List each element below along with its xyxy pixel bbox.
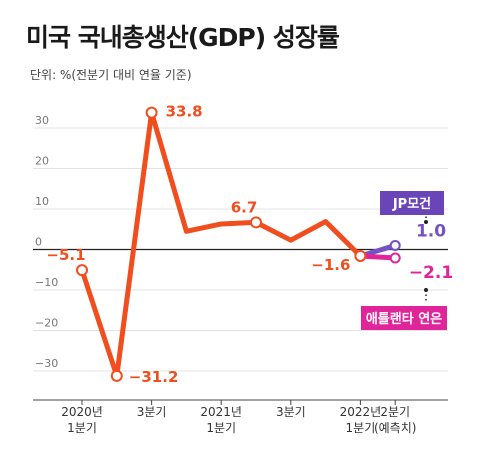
leader-dot [424, 288, 428, 292]
chart-title: 미국 국내총생산(GDP) 성장률 [26, 23, 340, 52]
x-tick-label: 1분기 [346, 421, 376, 435]
data-label: 33.8 [166, 103, 203, 121]
x-tick-label: 2020년 [61, 405, 103, 419]
leader-dot [424, 220, 428, 224]
forecast-point [389, 239, 401, 251]
data-point [110, 369, 123, 382]
x-tick-label: 1분기 [206, 421, 236, 435]
forecast-value-label: −2.1 [409, 263, 453, 283]
x-tick-label: 1분기 [67, 421, 97, 435]
x-tick-label: 3분기 [137, 405, 167, 419]
x-tick-label: 2021년 [200, 405, 242, 419]
y-tick-label: −10 [35, 276, 58, 289]
forecast-badge-label: 애틀랜타 연은 [366, 311, 442, 327]
y-tick-label: −30 [35, 357, 58, 370]
forecast-badge [361, 306, 447, 330]
data-point [354, 249, 367, 262]
forecast-point [389, 252, 401, 264]
y-tick-label: 0 [35, 236, 42, 249]
series-line [79, 110, 363, 379]
x-tick-label: 3분기 [276, 405, 306, 419]
y-tick-label: 20 [35, 155, 49, 168]
data-label: −1.6 [311, 256, 350, 274]
data-label: −5.1 [46, 246, 85, 264]
x-tick-label: (예측치) [374, 421, 416, 435]
data-point [76, 264, 88, 277]
x-tick-label: 2022년 [340, 405, 382, 419]
forecast-badge [380, 191, 444, 215]
forecast-value-label: 1.0 [416, 221, 446, 241]
unit-note: 단위: %(전분기 대비 연율 기준) [30, 68, 192, 82]
x-tick-label: 2분기 [380, 405, 410, 419]
y-tick-label: −20 [35, 317, 58, 330]
forecast-badge-label: JP모건 [392, 196, 431, 212]
data-label: −31.2 [129, 368, 179, 386]
y-tick-label: 30 [35, 114, 49, 127]
data-label: 6.7 [231, 198, 258, 216]
y-tick-label: 10 [35, 195, 49, 208]
data-point [250, 216, 262, 229]
data-point [145, 106, 158, 119]
